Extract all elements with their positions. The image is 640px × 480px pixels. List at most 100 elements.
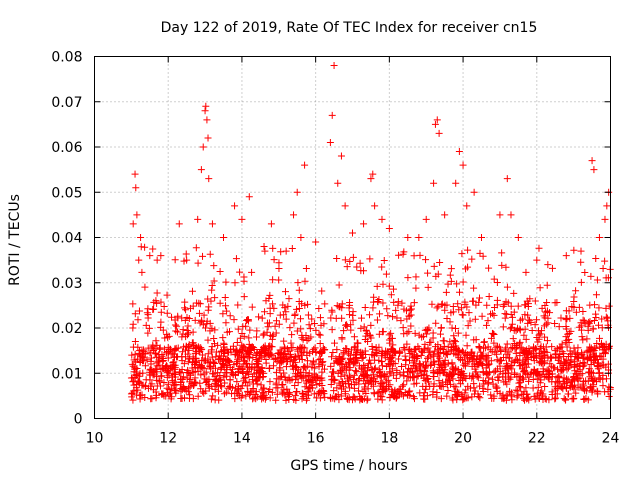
data-point: [189, 344, 197, 352]
data-point: [198, 316, 206, 324]
data-point: [206, 327, 214, 335]
data-point: [601, 215, 609, 223]
data-point: [268, 388, 276, 396]
data-point: [245, 193, 253, 201]
data-point: [171, 370, 179, 378]
data-point: [330, 368, 338, 376]
data-point: [191, 316, 199, 324]
data-point: [338, 378, 346, 386]
data-point: [133, 380, 141, 388]
data-point: [479, 368, 487, 376]
data-point: [533, 256, 541, 264]
data-point: [548, 388, 556, 396]
data-point: [293, 188, 301, 196]
data-point: [587, 374, 595, 382]
data-point: [349, 311, 357, 319]
data-point: [157, 372, 165, 380]
data-point: [242, 392, 250, 400]
data-point: [192, 379, 200, 387]
data-point: [345, 311, 353, 319]
data-point: [138, 268, 146, 276]
data-point: [366, 255, 374, 263]
data-point: [512, 386, 520, 394]
data-point: [282, 308, 290, 316]
data-point: [135, 256, 143, 264]
data-point: [146, 349, 154, 357]
data-point: [576, 371, 584, 379]
data-point: [349, 229, 356, 237]
data-point: [339, 365, 347, 373]
data-point: [315, 330, 323, 338]
data-point: [422, 363, 430, 371]
data-point: [436, 258, 444, 266]
data-point: [522, 335, 530, 343]
data-point: [129, 220, 137, 228]
data-point: [483, 301, 491, 309]
data-point: [560, 380, 568, 388]
data-point: [184, 358, 192, 366]
data-point: [465, 358, 473, 366]
data-point: [173, 322, 181, 330]
data-point: [582, 395, 590, 403]
data-point: [182, 250, 190, 258]
data-point: [160, 302, 168, 310]
data-point: [284, 376, 292, 384]
data-point: [188, 364, 196, 372]
data-point: [338, 334, 346, 342]
data-point: [437, 344, 445, 352]
data-point: [310, 364, 318, 372]
data-point: [498, 261, 506, 269]
data-point: [396, 390, 404, 398]
data-point: [529, 384, 537, 392]
data-point: [204, 336, 212, 344]
data-point: [459, 278, 467, 286]
data-point: [149, 245, 157, 253]
data-point: [473, 356, 481, 364]
data-point: [380, 257, 388, 265]
data-point: [151, 345, 159, 353]
data-point: [305, 335, 313, 343]
data-point: [319, 361, 327, 369]
data-point: [216, 356, 224, 364]
data-point: [265, 364, 273, 372]
data-point: [240, 375, 248, 383]
data-point: [478, 312, 486, 320]
data-point: [397, 317, 405, 325]
data-point: [222, 372, 230, 380]
data-point: [399, 392, 407, 400]
data-point: [272, 355, 280, 363]
data-point: [292, 396, 300, 404]
data-point: [379, 385, 387, 393]
data-point: [360, 395, 368, 403]
data-point: [362, 380, 370, 388]
data-point: [355, 362, 363, 370]
data-point: [583, 387, 591, 395]
data-point: [407, 305, 415, 313]
data-point: [594, 321, 602, 329]
data-point: [288, 331, 296, 339]
data-point: [222, 388, 230, 396]
data-point: [353, 339, 361, 347]
data-point: [277, 248, 285, 256]
data-point: [515, 379, 523, 387]
data-point: [590, 344, 598, 352]
data-point: [260, 389, 268, 397]
data-point: [206, 250, 214, 258]
axis-ticks: 10 12 14 16 18 20 22 24 0 0.01 0.02 0.03 0.04 0.05 0.0…: [51, 50, 619, 447]
data-point: [538, 357, 546, 365]
data-point: [194, 259, 202, 267]
data-point: [225, 358, 233, 366]
data-point: [266, 394, 274, 402]
data-point: [464, 322, 472, 330]
data-point: [536, 353, 544, 361]
data-point: [403, 340, 411, 348]
data-point: [496, 356, 504, 364]
data-point: [485, 264, 493, 272]
data-point: [393, 393, 401, 401]
data-point: [421, 340, 429, 348]
data-point: [559, 353, 567, 361]
data-point: [146, 366, 154, 374]
data-point: [562, 307, 570, 315]
data-point: [183, 326, 191, 334]
data-point: [442, 288, 450, 296]
